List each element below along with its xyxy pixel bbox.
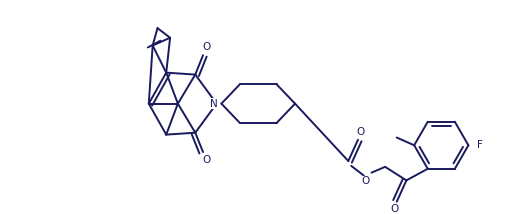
Text: O: O bbox=[391, 204, 399, 214]
Text: N: N bbox=[210, 99, 218, 109]
Text: O: O bbox=[203, 42, 211, 52]
Text: O: O bbox=[357, 127, 365, 137]
Text: O: O bbox=[362, 176, 370, 186]
Text: O: O bbox=[203, 155, 211, 165]
Text: F: F bbox=[477, 140, 483, 150]
